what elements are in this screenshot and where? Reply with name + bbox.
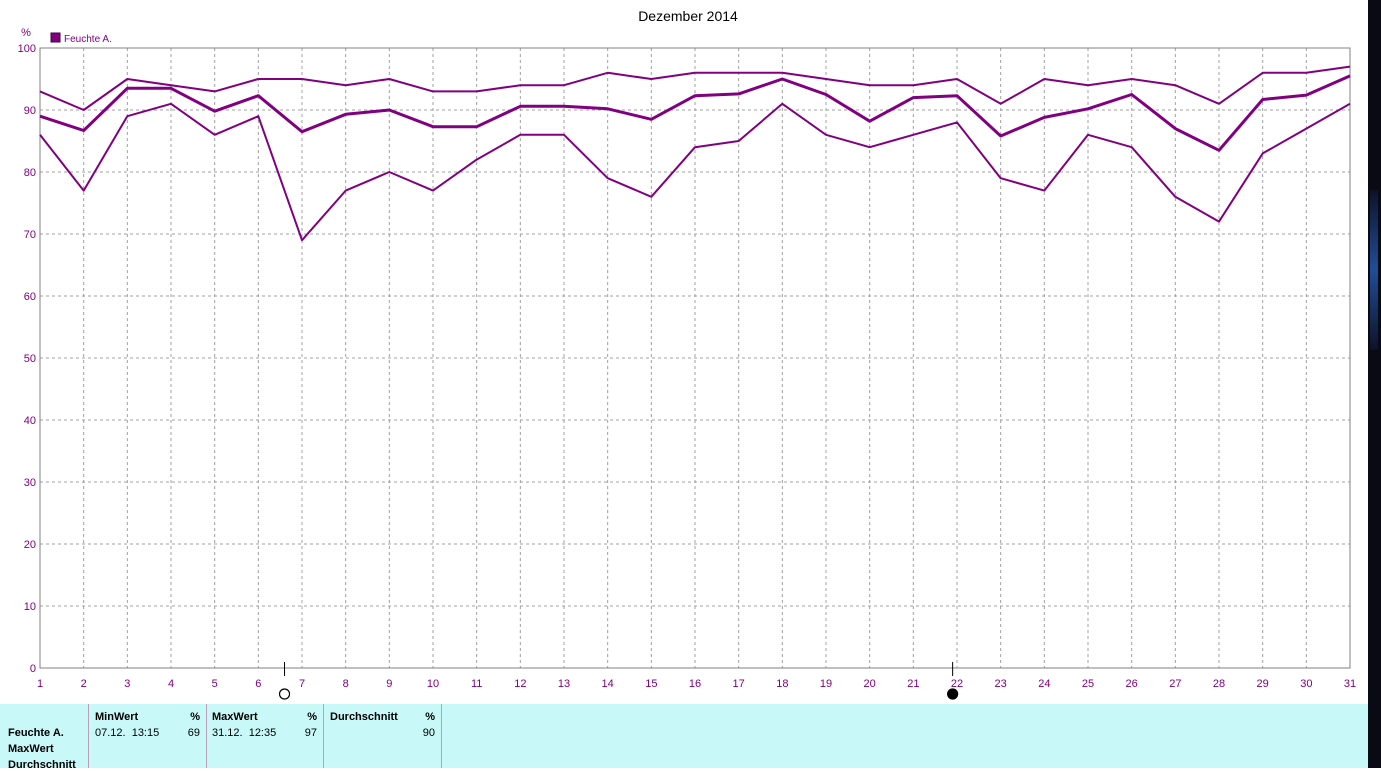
x-tick-label: 9	[386, 678, 392, 690]
window-edge-glow	[1370, 190, 1378, 350]
y-tick-label: 20	[24, 539, 36, 551]
humidity-chart: Dezember 2014 % Feuchte A. 0102030405060…	[18, 8, 1356, 700]
x-tick-label: 12	[514, 678, 526, 690]
x-tick-label: 30	[1300, 678, 1312, 690]
x-tick-label: 16	[689, 678, 701, 690]
x-tick-label: 6	[255, 678, 261, 690]
x-tick-label: 10	[427, 678, 439, 690]
x-tick-label: 31	[1344, 678, 1356, 690]
legend: Feuchte A.	[50, 32, 112, 45]
stats-col-min-time: 07.12. 13:15	[95, 727, 160, 739]
x-tick-label: 4	[168, 678, 174, 690]
x-tick-label: 14	[602, 678, 614, 690]
stats-col-max-header: MaxWert	[212, 711, 258, 723]
window-edge-strip	[1368, 0, 1381, 768]
series-line-min	[39, 102, 1351, 242]
y-tick-label: 90	[24, 105, 36, 117]
chart-title: Dezember 2014	[638, 8, 738, 24]
x-tick-label: 25	[1082, 678, 1094, 690]
series-line-avg	[39, 74, 1351, 152]
moon-markers	[278, 662, 959, 700]
y-tick-label: 70	[24, 229, 36, 241]
stats-col-min-header: MinWert	[95, 711, 139, 723]
y-tick-label: 60	[24, 291, 36, 303]
stats-col-min-value: 69	[187, 727, 200, 739]
x-tick-label: 19	[820, 678, 832, 690]
x-tick-label: 2	[81, 678, 87, 690]
x-tick-label: 13	[558, 678, 570, 690]
y-tick-label: 40	[24, 415, 36, 427]
x-tick-label: 20	[864, 678, 876, 690]
stats-col-min: MinWert % 07.12. 13:15 69	[88, 704, 207, 768]
stats-col-avg-header: Durchschnitt	[330, 711, 398, 723]
x-tick-label: 1	[37, 678, 43, 690]
grid	[40, 48, 1350, 668]
stats-row-label-max: MaxWert	[8, 743, 54, 755]
statistics-panel: Feuchte A. MaxWert Durchschnitt MinWert …	[0, 704, 1368, 771]
x-tick-label: 28	[1213, 678, 1225, 690]
series-line-max	[39, 65, 1351, 111]
x-tick-label: 29	[1257, 678, 1269, 690]
x-tick-label: 23	[995, 678, 1007, 690]
x-tick-label: 5	[212, 678, 218, 690]
stats-col-avg-value: 90	[422, 727, 435, 739]
y-tick-label: 30	[24, 477, 36, 489]
x-tick-label: 24	[1038, 678, 1050, 690]
y-axis: 0 10 20 30 40 50 60 70 80 90 100	[18, 43, 36, 675]
x-tick-label: 21	[907, 678, 919, 690]
legend-swatch	[50, 32, 61, 43]
y-tick-label: 10	[24, 601, 36, 613]
x-tick-label: 27	[1169, 678, 1181, 690]
x-tick-label: 17	[733, 678, 745, 690]
x-axis: 1 2 3 4 5 6 7 8 9 10 11 12 13 14 15 16 17 18 19 20 21 22 23 24 2…	[37, 678, 1356, 690]
series-lines	[39, 65, 1351, 242]
stats-row-label-series: Feuchte A.	[8, 727, 64, 739]
new-moon-icon	[947, 688, 959, 700]
x-tick-label: 3	[124, 678, 130, 690]
x-tick-label: 22	[951, 678, 963, 690]
legend-label: Feuchte A.	[64, 34, 112, 45]
stats-col-avg-unit: %	[425, 711, 435, 723]
x-tick-label: 26	[1126, 678, 1138, 690]
stats-col-max-time: 31.12. 12:35	[212, 727, 277, 739]
y-axis-unit-label: %	[21, 27, 31, 39]
stats-col-max: MaxWert % 31.12. 12:35 97	[206, 704, 324, 768]
stats-col-avg: Durchschnitt % 90	[324, 704, 442, 768]
x-tick-label: 7	[299, 678, 305, 690]
full-moon-icon	[278, 688, 291, 700]
stats-row-label-avg: Durchschnitt	[8, 759, 76, 771]
y-tick-label: 50	[24, 353, 36, 365]
plot-frame	[39, 47, 1351, 669]
y-tick-label: 80	[24, 167, 36, 179]
stats-col-min-unit: %	[190, 711, 200, 723]
x-tick-label: 18	[776, 678, 788, 690]
stats-col-max-unit: %	[307, 711, 317, 723]
x-tick-label: 11	[471, 678, 482, 690]
stats-col-max-value: 97	[304, 727, 317, 739]
x-tick-label: 15	[645, 678, 657, 690]
y-tick-label: 0	[30, 663, 36, 675]
y-tick-label: 100	[18, 43, 36, 55]
x-tick-label: 8	[343, 678, 349, 690]
